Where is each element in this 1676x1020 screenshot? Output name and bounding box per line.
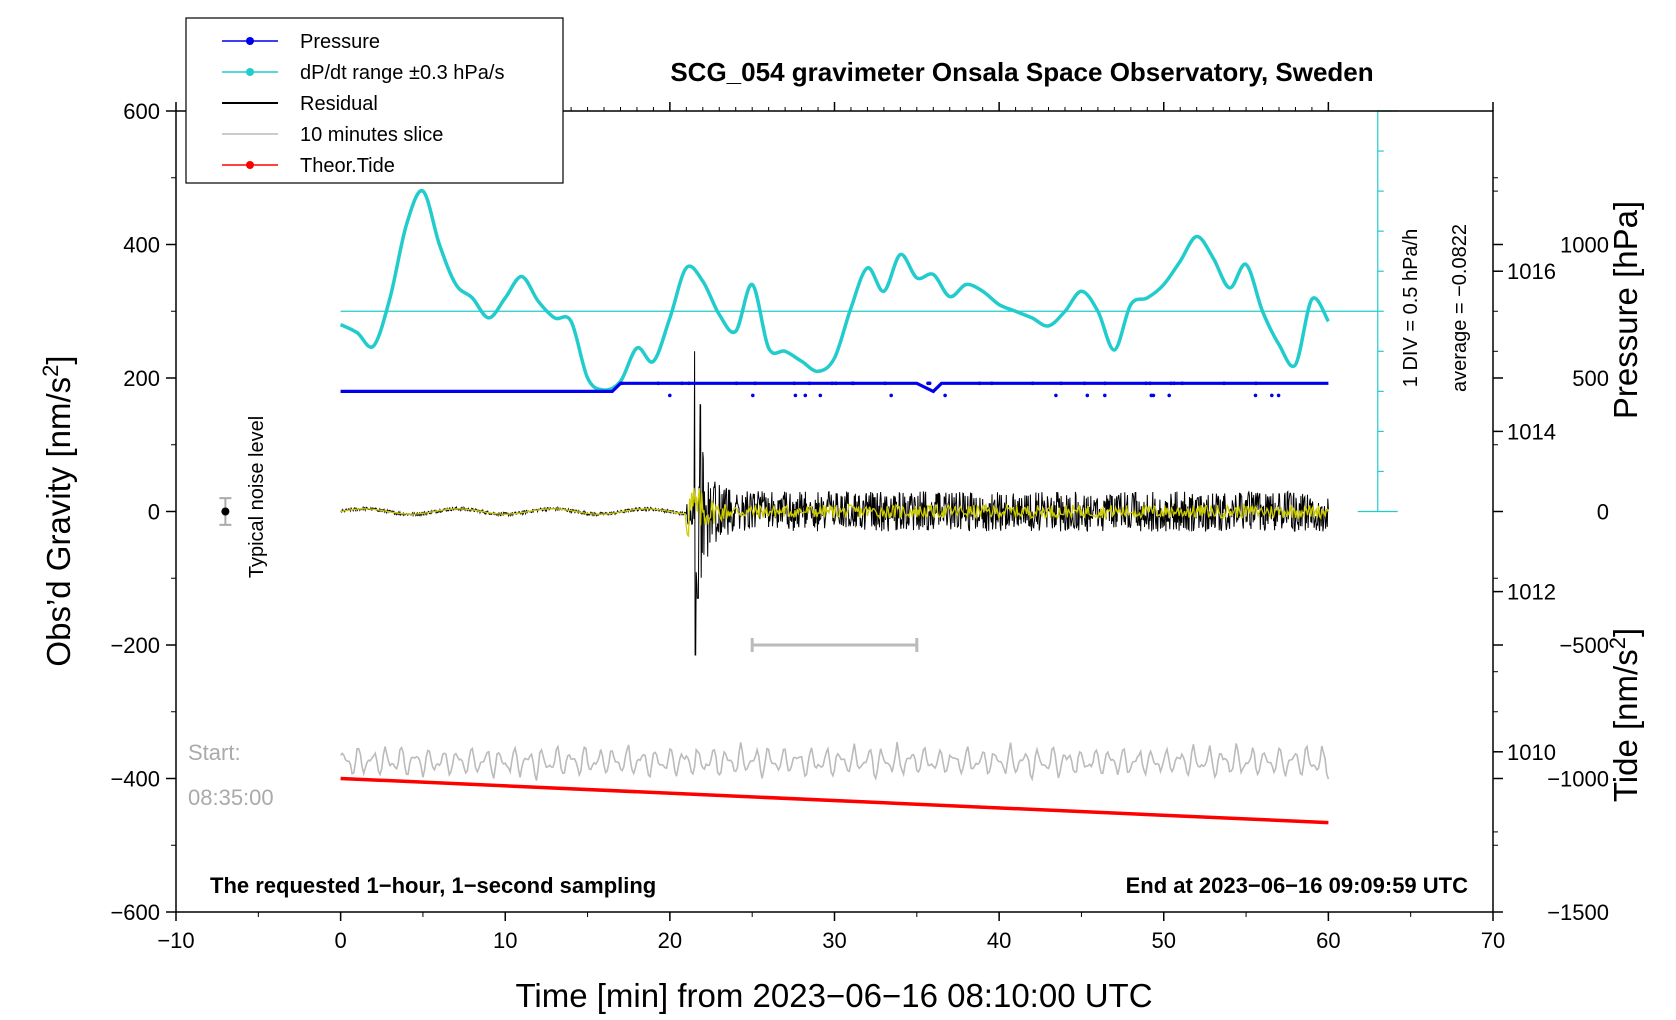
pressure-point xyxy=(1085,393,1090,398)
pressure-point xyxy=(751,393,755,398)
start-time: 08:35:00 xyxy=(188,785,274,810)
pressure-point xyxy=(1103,393,1107,398)
pressure-point xyxy=(807,381,812,386)
pressure-point xyxy=(734,381,739,386)
legend: Pressure dP/dt range ±0.3 hPa/s Residual 10… xyxy=(185,17,564,184)
y-tick-label: −200 xyxy=(110,633,160,658)
pressure-point xyxy=(1030,381,1035,386)
pressure-point xyxy=(753,381,757,386)
pressure-tick-label: 1012 xyxy=(1507,580,1556,605)
pressure-point xyxy=(619,381,624,386)
x-tick-label: 20 xyxy=(658,928,682,953)
pressure-point xyxy=(668,393,672,398)
tide-tick-label: −1000 xyxy=(1547,767,1609,792)
legend-label: Theor.Tide xyxy=(300,155,395,177)
legend-label: Residual xyxy=(300,93,378,115)
legend-box xyxy=(185,17,564,184)
pressure-point xyxy=(818,393,823,398)
pressure-point xyxy=(1054,393,1058,398)
x-tick-label: 0 xyxy=(335,928,347,953)
y-tick-label: 0 xyxy=(148,500,160,525)
pressure-point xyxy=(1144,381,1148,386)
slice-trace-line xyxy=(339,741,1330,782)
tide-tick-label: 500 xyxy=(1572,366,1609,391)
bottom-right-note: End at 2023−06−16 09:09:59 UTC xyxy=(1126,873,1469,898)
chart-title: SCG_054 gravimeter Onsala Space Observat… xyxy=(670,57,1373,87)
pressure-point xyxy=(834,381,838,386)
pressure-point xyxy=(889,393,893,398)
pressure-point xyxy=(1222,381,1226,386)
x-tick-label: 50 xyxy=(1152,928,1176,953)
pressure-point xyxy=(687,381,691,386)
tide-tick-label: −500 xyxy=(1559,633,1609,658)
y-tick-label: 600 xyxy=(123,99,160,124)
y-tick-label: 400 xyxy=(123,233,160,258)
pressure-point xyxy=(1169,381,1173,386)
pressure-point xyxy=(793,393,798,398)
x-tick-label: −10 xyxy=(157,928,194,953)
tide-tick-label: −1500 xyxy=(1547,900,1609,925)
pressure-point xyxy=(1148,381,1152,386)
tide-tick-label: 1000 xyxy=(1560,233,1609,258)
pressure-point xyxy=(977,381,982,386)
pressure-point xyxy=(1253,393,1258,398)
pressure-point xyxy=(1167,393,1171,398)
pressure-point xyxy=(1270,393,1274,398)
pressure-point xyxy=(1172,381,1176,386)
pressure-point xyxy=(850,381,854,386)
tide-tick-label: 0 xyxy=(1597,500,1609,525)
x-tick-label: 10 xyxy=(493,928,517,953)
dpdt-line xyxy=(339,189,1330,392)
pressure-point xyxy=(926,381,930,386)
pressure-point xyxy=(1180,381,1185,386)
pressure-point xyxy=(680,381,684,386)
x-tick-label: 60 xyxy=(1316,928,1340,953)
legend-label: Pressure xyxy=(300,31,380,53)
pressure-point xyxy=(943,393,947,398)
pressure-tick-label: 1014 xyxy=(1507,419,1556,444)
y-axis-title-pressure: Pressure [hPa] xyxy=(1607,201,1644,419)
pressure-point xyxy=(830,381,834,386)
pressure-point xyxy=(656,381,660,386)
filtered-residual-line xyxy=(340,487,1330,538)
pressure-tick-label: 1010 xyxy=(1507,740,1556,765)
y-axis-title-tide: Tide [nm/s2] xyxy=(1605,628,1644,802)
y-axis-title-left: Obs’d Gravity [nm/s2] xyxy=(38,355,77,666)
pressure-point xyxy=(883,381,887,386)
legend-marker xyxy=(246,37,254,45)
legend-label: dP/dt range ±0.3 hPa/s xyxy=(300,62,504,84)
average-label: average = −0.0822 xyxy=(1449,224,1471,392)
pressure-point xyxy=(1059,381,1063,386)
x-tick-label: 30 xyxy=(822,928,846,953)
scale-bar-label: 1 DIV = 0.5 hPa/h xyxy=(1400,229,1422,387)
noise-point xyxy=(221,507,230,516)
y-tick-label: −400 xyxy=(110,767,160,792)
pressure-point xyxy=(990,381,994,386)
x-tick-label: 70 xyxy=(1481,928,1505,953)
legend-label: 10 minutes slice xyxy=(300,124,443,146)
typical-noise-label: Typical noise level xyxy=(246,416,268,578)
residual-line xyxy=(340,351,1329,656)
bottom-left-note: The requested 1−hour, 1−second sampling xyxy=(210,873,656,898)
pressure-tick-label: 1016 xyxy=(1507,259,1556,284)
y-tick-label: 200 xyxy=(123,366,160,391)
pressure-point xyxy=(1276,393,1281,398)
pressure-point xyxy=(1254,381,1258,386)
legend-marker xyxy=(246,161,254,169)
x-axis-title: Time [min] from 2023−06−16 08:10:00 UTC xyxy=(515,977,1152,1014)
pressure-point xyxy=(1103,381,1107,386)
pressure-point xyxy=(1149,393,1154,398)
tide-line xyxy=(340,776,1329,825)
x-tick-label: 40 xyxy=(987,928,1011,953)
y-tick-label: −600 xyxy=(110,900,160,925)
legend-marker xyxy=(246,68,254,76)
pressure-point xyxy=(803,393,808,398)
pressure-point xyxy=(1082,381,1087,386)
pressure-point xyxy=(792,381,796,386)
start-label: Start: xyxy=(188,740,241,765)
pressure-line xyxy=(340,381,1329,394)
